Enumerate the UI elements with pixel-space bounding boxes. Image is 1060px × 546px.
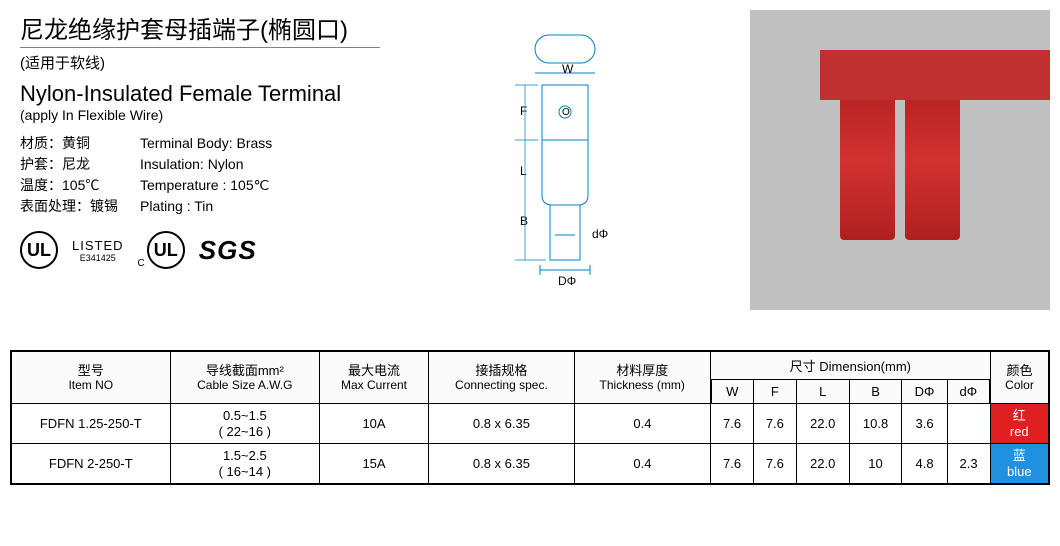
listed-badge: LISTED E341425 [72,238,124,263]
cul-c: C [138,258,145,269]
diagram-label-B: B [520,214,528,228]
subtitle-cn: (适用于软线) [20,52,380,73]
cell-max-current: 10A [320,404,429,444]
badges-row: UL LISTED E341425 C UL SGS [20,231,380,269]
diagram-label-Dphi: DΦ [558,274,576,288]
cell-F: 7.6 [753,444,796,485]
table-row: FDFN 1.25-250-T 0.5~1.5 ( 22~16 ) 10A 0.… [11,404,1049,444]
col-item-no: 型号 Item NO [11,351,170,404]
col-dphi: dΦ [947,380,990,404]
col-thickness: 材料厚度 Thickness (mm) [574,351,710,404]
col-cable: 导线截面mm² Cable Size A.W.G [170,351,319,404]
col-dimensions: 尺寸 Dimension(mm) [711,351,990,380]
spec-en: Temperature : 105℃ [140,175,380,196]
spec-en: Plating : Tin [140,196,380,217]
spec-en: Insulation: Nylon [140,154,380,175]
cell-color: 红 red [990,404,1049,444]
col-L: L [796,380,849,404]
cell-cable: 0.5~1.5 ( 22~16 ) [170,404,319,444]
diagram-label-dphi: dΦ [592,227,608,241]
top-section: 尼龙绝缘护套母插端子(椭圆口) (适用于软线) Nylon-Insulated … [0,0,1060,310]
col-spec: 接插规格 Connecting spec. [429,351,575,404]
col-B: B [849,380,902,404]
product-photo [750,10,1050,310]
cell-B: 10.8 [849,404,902,444]
spec-cn: 材质：黄铜 [20,133,140,154]
cell-max-current: 15A [320,444,429,485]
spec-en: Terminal Body: Brass [140,133,380,154]
spec-cn: 护套：尼龙 [20,154,140,175]
cell-thickness: 0.4 [574,444,710,485]
spec-row: 表面处理：镀锡 Plating : Tin [20,196,380,217]
terminal-shape-icon [905,80,960,240]
cell-L: 22.0 [796,404,849,444]
table-row: FDFN 2-250-T 1.5~2.5 ( 16~14 ) 15A 0.8 x… [11,444,1049,485]
cell-Dphi: 3.6 [902,404,947,444]
sgs-badge: SGS [199,235,257,266]
cell-Dphi: 4.8 [902,444,947,485]
title-cn: 尼龙绝缘护套母插端子(椭圆口) [20,10,380,48]
diagram-label-L: L [520,164,527,178]
spec-cn: 温度：105℃ [20,175,140,196]
subtitle-en: (apply In Flexible Wire) [20,107,380,123]
listed-label: LISTED [72,238,124,253]
col-max-current: 最大电流 Max Current [320,351,429,404]
title-en: Nylon-Insulated Female Terminal [20,81,380,107]
spec-table: 型号 Item NO 导线截面mm² Cable Size A.W.G 最大电流… [10,350,1050,485]
cell-B: 10 [849,444,902,485]
spec-row: 温度：105℃ Temperature : 105℃ [20,175,380,196]
ul-badge-icon: UL [20,231,58,269]
ul-badge-icon: UL [147,231,185,269]
listed-code: E341425 [72,253,124,263]
diagram-label-O: O [562,107,570,118]
col-F: F [753,380,796,404]
spec-row: 护套：尼龙 Insulation: Nylon [20,154,380,175]
cell-item-no: FDFN 1.25-250-T [11,404,170,444]
spec-table-section: 型号 Item NO 导线截面mm² Cable Size A.W.G 最大电流… [0,310,1060,485]
cell-L: 22.0 [796,444,849,485]
technical-diagram: W O F L B dΦ DΦ [400,10,730,310]
terminal-shape-icon [840,80,895,240]
cell-color: 蓝 blue [990,444,1049,485]
diagram-label-W: W [562,62,574,76]
col-Dphi: DΦ [902,380,947,404]
cell-dphi [947,404,990,444]
cell-W: 7.6 [711,444,754,485]
diagram-label-F: F [520,104,527,118]
table-body: FDFN 1.25-250-T 0.5~1.5 ( 22~16 ) 10A 0.… [11,404,1049,485]
col-W: W [711,380,754,404]
cell-W: 7.6 [711,404,754,444]
cul-badge: C UL [138,231,185,269]
cell-dphi: 2.3 [947,444,990,485]
cell-thickness: 0.4 [574,404,710,444]
cell-item-no: FDFN 2-250-T [11,444,170,485]
cell-spec: 0.8 x 6.35 [429,404,575,444]
spec-cn: 表面处理：镀锡 [20,196,140,217]
text-block: 尼龙绝缘护套母插端子(椭圆口) (适用于软线) Nylon-Insulated … [20,10,380,310]
cell-cable: 1.5~2.5 ( 16~14 ) [170,444,319,485]
col-color: 颜色 Color [990,351,1049,404]
cell-F: 7.6 [753,404,796,444]
diagram-svg: W O F L B dΦ DΦ [480,25,650,295]
cell-spec: 0.8 x 6.35 [429,444,575,485]
spec-row: 材质：黄铜 Terminal Body: Brass [20,133,380,154]
